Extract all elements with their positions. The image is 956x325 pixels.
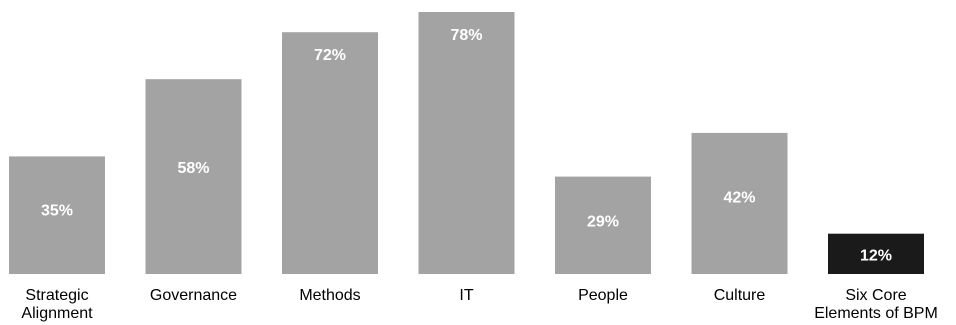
category-label-line: IT	[459, 287, 473, 304]
category-label-line: Strategic	[25, 287, 88, 304]
category-label-3: IT	[459, 287, 473, 304]
value-labels-group: 35% 58% 72% 78% 29% 42% 12%	[41, 27, 892, 265]
category-labels-group: Strategic Alignment Governance Methods IT Peo…	[21, 287, 937, 322]
category-label-line: Alignment	[21, 305, 93, 322]
category-label-4: People	[578, 287, 628, 304]
category-label-line: Six Core	[845, 287, 906, 304]
category-label-6: Six Core Elements of BPM	[814, 287, 938, 322]
value-label-6: 12%	[860, 248, 892, 265]
bar-4	[555, 176, 651, 274]
category-label-2: Methods	[299, 287, 360, 304]
value-label-4: 29%	[587, 213, 619, 230]
bar-2	[282, 32, 378, 275]
value-label-1: 58%	[177, 160, 209, 177]
category-label-line: Methods	[299, 287, 360, 304]
category-label-line: People	[578, 287, 628, 304]
bar-5	[691, 132, 788, 274]
category-label-line: Governance	[150, 287, 237, 304]
bar-0	[9, 156, 105, 274]
value-label-5: 42%	[723, 189, 755, 206]
value-label-2: 72%	[314, 47, 346, 64]
value-label-3: 78%	[450, 27, 482, 44]
bar-6	[828, 233, 924, 274]
category-label-line: Culture	[714, 287, 766, 304]
category-label-line: Elements of BPM	[814, 305, 938, 322]
category-label-5: Culture	[714, 287, 766, 304]
bar-1	[145, 79, 242, 274]
bars-group	[9, 12, 924, 275]
value-label-0: 35%	[41, 202, 73, 219]
category-label-0: Strategic Alignment	[21, 287, 93, 322]
category-label-1: Governance	[150, 287, 237, 304]
bar-3	[418, 12, 515, 274]
